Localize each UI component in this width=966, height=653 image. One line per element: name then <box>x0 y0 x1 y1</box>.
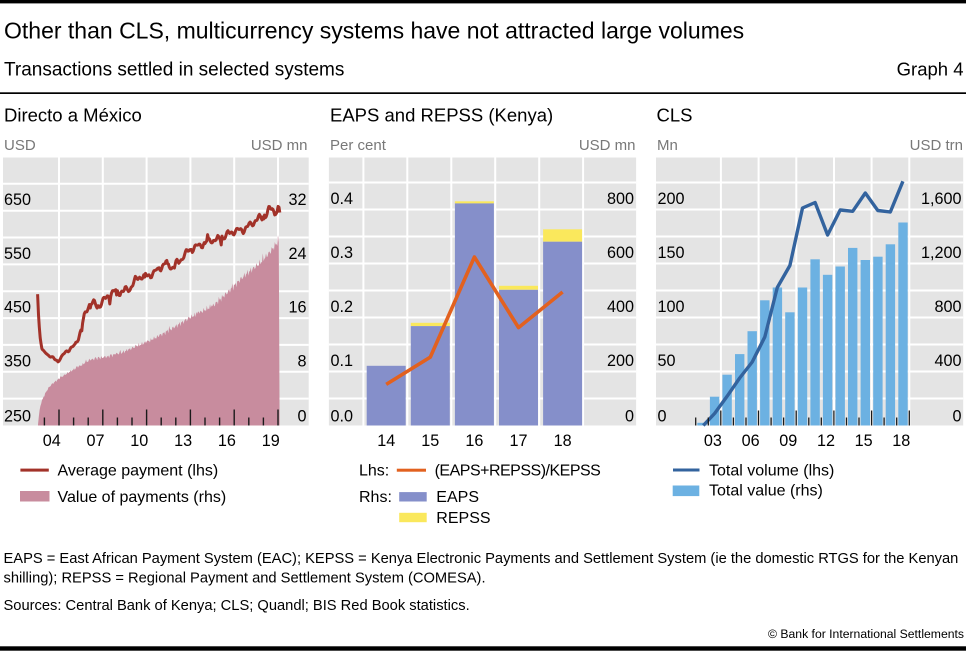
svg-text:0: 0 <box>952 408 961 426</box>
svg-text:19: 19 <box>262 432 280 450</box>
svg-text:Per cent: Per cent <box>330 137 387 154</box>
svg-text:400: 400 <box>607 298 634 316</box>
svg-text:EAPS: EAPS <box>436 489 479 506</box>
svg-text:0.1: 0.1 <box>331 352 354 370</box>
svg-text:800: 800 <box>934 298 961 316</box>
svg-text:(EAPS+REPSS)/KEPSS: (EAPS+REPSS)/KEPSS <box>435 463 601 480</box>
svg-text:200: 200 <box>607 352 634 370</box>
svg-text:Graph 4: Graph 4 <box>897 59 964 80</box>
svg-text:16: 16 <box>465 432 483 450</box>
svg-text:Total value (rhs): Total value (rhs) <box>709 483 823 500</box>
svg-text:shilling); REPSS = Regional Pa: shilling); REPSS = Regional Payment and … <box>4 571 486 587</box>
svg-text:16: 16 <box>288 299 306 317</box>
svg-text:12: 12 <box>817 432 835 450</box>
svg-text:Mn: Mn <box>657 137 678 154</box>
svg-text:150: 150 <box>658 244 685 262</box>
svg-text:USD mn: USD mn <box>579 137 636 154</box>
svg-text:Transactions settled in select: Transactions settled in selected systems <box>4 60 344 81</box>
svg-text:USD: USD <box>4 137 36 154</box>
svg-text:600: 600 <box>607 244 634 262</box>
svg-text:1,600: 1,600 <box>921 190 962 208</box>
svg-text:200: 200 <box>658 190 685 208</box>
svg-text:0: 0 <box>658 408 667 426</box>
svg-text:Other than CLS, multicurrency: Other than CLS, multicurrency systems ha… <box>4 18 744 44</box>
svg-text:REPSS: REPSS <box>436 510 490 527</box>
svg-text:18: 18 <box>554 432 572 450</box>
svg-text:100: 100 <box>658 298 685 316</box>
svg-text:650: 650 <box>4 191 31 209</box>
svg-text:32: 32 <box>288 191 306 209</box>
svg-text:18: 18 <box>892 432 910 450</box>
svg-text:1,200: 1,200 <box>921 244 962 262</box>
svg-text:04: 04 <box>43 432 61 450</box>
svg-text:Total volume (lhs): Total volume (lhs) <box>709 463 834 480</box>
svg-text:Sources: Central Bank of Kenya: Sources: Central Bank of Kenya; CLS; Qua… <box>4 598 470 614</box>
svg-text:Rhs:: Rhs: <box>359 489 392 506</box>
svg-text:800: 800 <box>607 190 634 208</box>
svg-text:0: 0 <box>297 408 306 426</box>
svg-text:14: 14 <box>377 432 395 450</box>
svg-text:0.0: 0.0 <box>331 408 354 426</box>
svg-text:EAPS = East African Payment Sy: EAPS = East African Payment System (EAC)… <box>4 551 959 567</box>
svg-text:400: 400 <box>934 352 961 370</box>
svg-text:450: 450 <box>4 299 31 317</box>
svg-text:24: 24 <box>288 245 306 263</box>
svg-text:0.2: 0.2 <box>331 298 354 316</box>
svg-text:09: 09 <box>779 432 797 450</box>
svg-text:07: 07 <box>86 432 104 450</box>
svg-text:Lhs:: Lhs: <box>359 463 389 480</box>
svg-text:Average payment (lhs): Average payment (lhs) <box>58 463 219 480</box>
svg-text:13: 13 <box>174 432 192 450</box>
svg-text:EAPS and REPSS (Kenya): EAPS and REPSS (Kenya) <box>330 105 553 126</box>
svg-text:CLS: CLS <box>657 105 693 126</box>
svg-text:0.3: 0.3 <box>331 244 354 262</box>
svg-text:06: 06 <box>742 432 760 450</box>
svg-text:USD trn: USD trn <box>910 137 963 154</box>
svg-text:50: 50 <box>658 352 676 370</box>
svg-text:550: 550 <box>4 245 31 263</box>
svg-text:250: 250 <box>4 408 31 426</box>
svg-text:15: 15 <box>855 432 873 450</box>
svg-text:10: 10 <box>130 432 148 450</box>
svg-text:Value of payments (rhs): Value of payments (rhs) <box>58 489 227 506</box>
svg-text:03: 03 <box>704 432 722 450</box>
svg-text:16: 16 <box>218 432 236 450</box>
svg-text:0: 0 <box>625 408 634 426</box>
svg-text:8: 8 <box>297 352 306 370</box>
svg-text:Directo a México: Directo a México <box>4 105 142 126</box>
svg-text:15: 15 <box>421 432 439 450</box>
svg-text:0.4: 0.4 <box>331 190 354 208</box>
svg-text:© Bank for International Settl: © Bank for International Settlements <box>768 627 964 641</box>
svg-text:17: 17 <box>509 432 527 450</box>
svg-text:350: 350 <box>4 352 31 370</box>
svg-text:USD mn: USD mn <box>251 137 308 154</box>
